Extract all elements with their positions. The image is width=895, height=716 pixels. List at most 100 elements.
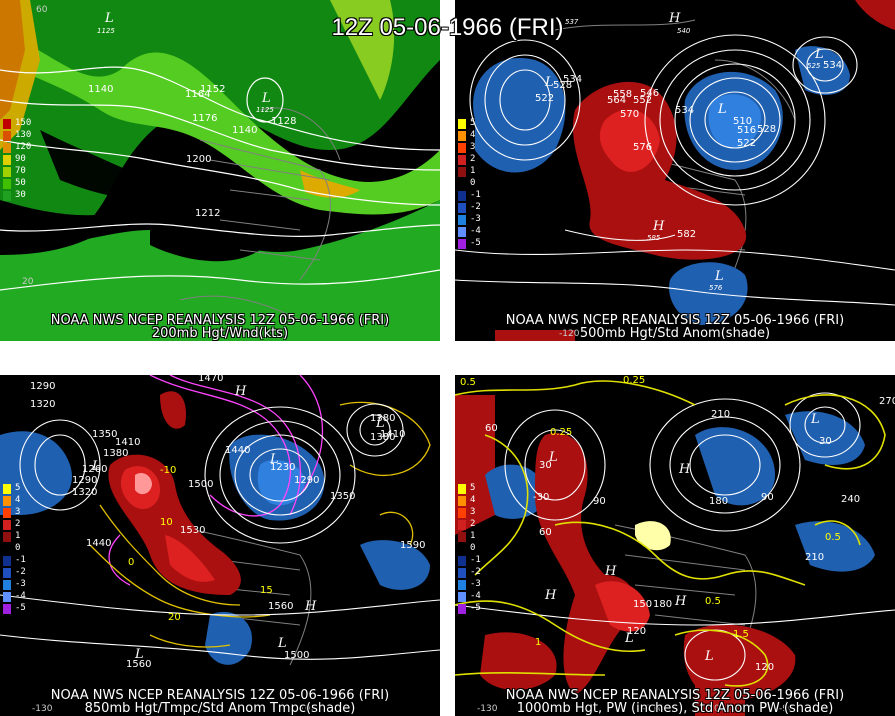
legend-entry: 1 — [458, 166, 488, 178]
legend-entry: 120 — [3, 142, 33, 154]
legend-entry: 90 — [3, 154, 33, 166]
contour-label: 510 — [733, 116, 752, 127]
high-pressure-marker: H — [678, 462, 691, 477]
contour-label: 90 — [593, 496, 606, 507]
legend-label: 2 — [470, 154, 476, 164]
contour-label: 582 — [677, 229, 696, 240]
legend-entry: 4 — [458, 130, 488, 142]
legend-label: 50 — [15, 178, 26, 188]
contour-label: 564 — [607, 95, 626, 106]
legend-entry: -3 — [3, 579, 33, 591]
contour-label: 120 — [627, 626, 646, 637]
legend-swatch — [3, 143, 11, 153]
pw-label: 0.25 — [623, 375, 645, 386]
legend-swatch — [3, 484, 11, 494]
contour-label: 60 — [539, 527, 552, 538]
caption-field: 850mb Hgt/Tmpc/Std Anom Tmpc(shade) — [84, 701, 356, 716]
contour-label: 522 — [737, 138, 756, 149]
low-pressure-marker: L — [548, 450, 558, 465]
caption-field: 500mb Hgt/Std Anom(shade) — [579, 326, 771, 341]
legend-entry: 0 — [458, 178, 488, 190]
legend-entry: -4 — [458, 226, 488, 238]
legend-label: 4 — [470, 495, 476, 505]
legend-entry: 30 — [3, 190, 33, 202]
legend-label: 0 — [15, 543, 21, 553]
contour-label: 1470 — [198, 375, 223, 384]
high-pressure-marker: H — [234, 384, 247, 399]
pw-label: 1.5 — [733, 629, 749, 640]
legend-label: 4 — [470, 130, 476, 140]
legend-swatch — [458, 227, 466, 237]
legend-label: -2 — [470, 202, 481, 212]
legend-swatch — [3, 568, 11, 578]
panel-200mb-height-wind: 1140 1152 1164 1176 1140 1128 1200 1212 … — [0, 0, 440, 341]
high-pressure-marker: H — [668, 11, 681, 26]
legend-label: -3 — [470, 579, 481, 589]
low-pressure-marker: L — [814, 47, 824, 62]
legend-entry: -3 — [458, 579, 488, 591]
contour-label: 1500 — [188, 479, 213, 490]
lon-tick: -100 — [296, 704, 317, 714]
legend-swatch — [458, 131, 466, 141]
contour-label: 270 — [879, 396, 895, 407]
low-pressure-marker: L — [624, 631, 634, 646]
low-pressure-marker: L — [261, 91, 271, 106]
legend-entry: 1 — [3, 531, 33, 543]
lon-tick: -90 — [779, 704, 794, 714]
legend-label: -3 — [470, 214, 481, 224]
legend-swatch — [458, 556, 466, 566]
contour-label: 1176 — [192, 113, 217, 124]
legend-entry: -5 — [3, 603, 33, 615]
low-pressure-marker: L — [544, 75, 554, 90]
legend-entry: 0 — [458, 543, 488, 555]
legend-label: 0 — [470, 543, 476, 553]
legend-label: 3 — [470, 142, 476, 152]
contour-label: 30 — [539, 460, 552, 471]
contour-label: 150 — [633, 599, 652, 610]
map-1000mb: 0.5 0.25 150 60 30 90 120 210 180 240 27… — [455, 375, 895, 716]
legend-entry: 3 — [458, 507, 488, 519]
legend-swatch — [3, 556, 11, 566]
contour-label: 1380 — [370, 432, 395, 443]
high-pressure-marker: H — [544, 588, 557, 603]
contour-label: 180 — [653, 599, 672, 610]
color-legend: 150 130 120 90 70 50 30 — [3, 118, 33, 202]
contour-label: 1560 — [268, 601, 293, 612]
contour-label: 150 — [763, 375, 782, 378]
contour-label: 180 — [709, 496, 728, 507]
contour-label: 240 — [841, 494, 860, 505]
legend-entry: 5 — [3, 483, 33, 495]
contour-label: 576 — [633, 142, 652, 153]
contour-label: 60 — [485, 423, 498, 434]
contour-label: 1440 — [86, 538, 111, 549]
color-legend: 5 4 3 2 1 0 -1 -2 -3 -4 -5 — [3, 483, 33, 615]
legend-swatch — [3, 167, 11, 177]
legend-swatch — [3, 520, 11, 530]
legend-swatch — [3, 592, 11, 602]
contour-label: 1290 — [294, 475, 319, 486]
contour-label: 1260 — [82, 464, 107, 475]
legend-label: 70 — [15, 166, 26, 176]
contour-label: 1212 — [195, 208, 220, 219]
contour-label: 90 — [761, 492, 774, 503]
legend-label: 4 — [15, 495, 21, 505]
legend-entry: -5 — [458, 238, 488, 250]
legend-swatch — [3, 119, 11, 129]
legend-entry: -4 — [458, 591, 488, 603]
legend-swatch — [458, 484, 466, 494]
legend-swatch — [458, 544, 466, 554]
legend-swatch — [3, 544, 11, 554]
legend-label: 1 — [15, 531, 21, 541]
legend-swatch — [3, 580, 11, 590]
contour-label: 558 — [613, 89, 632, 100]
legend-swatch — [458, 508, 466, 518]
lon-tick: -120 — [559, 329, 580, 339]
pw-label: 0.5 — [460, 377, 476, 388]
contour-label: 210 — [805, 552, 824, 563]
legend-swatch — [458, 179, 466, 189]
panel-850mb-height-temperature: 1290 1320 1350 1410 1380 1260 1290 1320 … — [0, 375, 440, 716]
contour-label: 1500 — [284, 650, 309, 661]
legend-label: 3 — [470, 507, 476, 517]
legend-swatch — [458, 143, 466, 153]
contour-label: 30 — [819, 436, 832, 447]
